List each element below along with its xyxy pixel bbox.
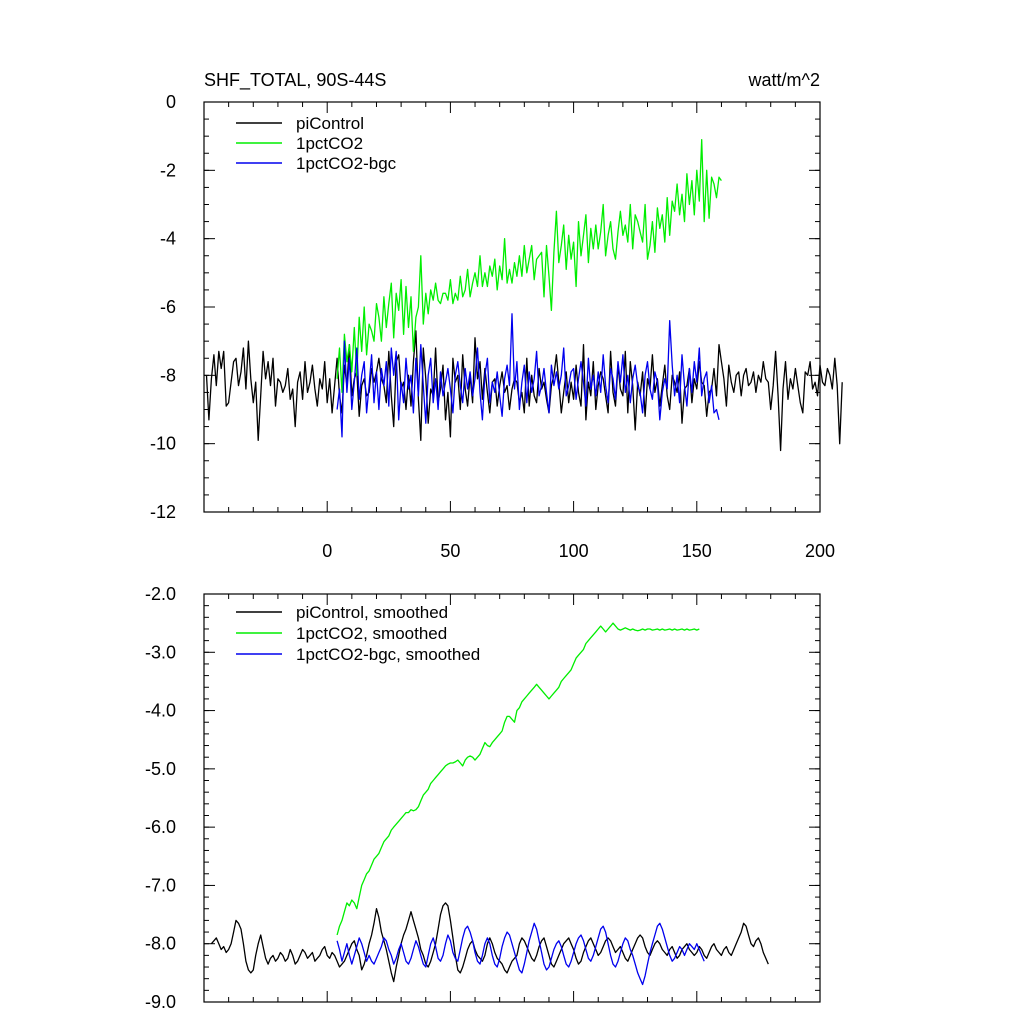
series-line-1pctco2: [336, 138, 722, 394]
y-tick-label: -4: [160, 229, 176, 249]
units-label: watt/m^2: [748, 70, 820, 90]
series-line-picontrol: [205, 330, 843, 452]
series-line-1pctco2-smoothed: [336, 622, 700, 936]
y-tick-label: -2.0: [145, 584, 176, 604]
x-tick-label: 200: [805, 541, 835, 561]
y-tick-label: -6.0: [145, 817, 176, 837]
y-tick-label: -8: [160, 365, 176, 385]
y-tick-label: -4.0: [145, 701, 176, 721]
top-chart-panel: SHF_TOTAL, 90S-44S watt/m^2 0 -2 -4 -6 -8 -10…: [150, 70, 843, 561]
y-tick-label: -5.0: [145, 759, 176, 779]
legend-label: piControl: [296, 114, 364, 133]
legend-label: 1pctCO2-bgc: [296, 154, 397, 173]
y-tick-label: -6: [160, 297, 176, 317]
plot-frame: [203, 593, 821, 1003]
legend-label: piControl, smoothed: [296, 603, 448, 622]
y-tick-label: -9.0: [145, 992, 176, 1012]
legend-label: 1pctCO2-bgc, smoothed: [296, 645, 480, 664]
y-tick-label: -12: [150, 502, 176, 522]
y-tick-label: -2: [160, 160, 176, 180]
y-tick-label: -3.0: [145, 642, 176, 662]
x-tick-label: 50: [440, 541, 460, 561]
y-tick-label: -8.0: [145, 934, 176, 954]
x-tick-label: 150: [682, 541, 712, 561]
x-tick-label: 100: [559, 541, 589, 561]
y-tick-label: 0: [166, 92, 176, 112]
legend-label: 1pctCO2: [296, 134, 363, 153]
series-line-1pctco2-bgc: [336, 313, 720, 438]
y-tick-label: -10: [150, 434, 176, 454]
x-tick-label: 0: [322, 541, 332, 561]
legend-label: 1pctCO2, smoothed: [296, 624, 447, 643]
y-tick-label: -7.0: [145, 875, 176, 895]
series-line-picontrol-smoothed: [210, 902, 769, 983]
chart-title: SHF_TOTAL, 90S-44S: [204, 70, 386, 91]
series-line-1pctco2-bgc-smoothed: [336, 922, 705, 986]
bottom-chart-panel: -2.0 -3.0 -4.0 -5.0 -6.0 -7.0 -8.0 -9.0 piContro…: [145, 584, 821, 1012]
